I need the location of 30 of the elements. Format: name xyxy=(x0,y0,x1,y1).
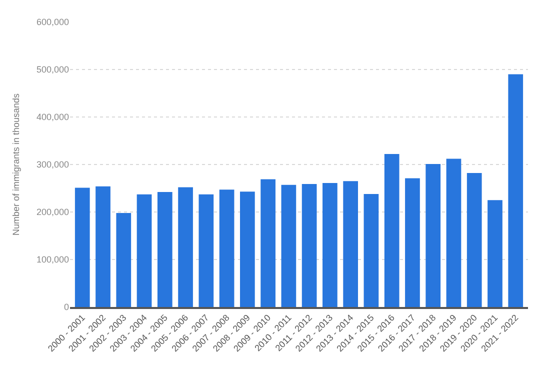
bar xyxy=(74,188,90,307)
bar xyxy=(198,194,214,307)
bar xyxy=(466,173,482,307)
bar xyxy=(302,184,317,307)
y-axis-title: Number of immigrants in thousands xyxy=(10,92,21,236)
y-tick-label: 400,000 xyxy=(36,112,69,122)
y-tick-label: 500,000 xyxy=(36,64,69,75)
bar xyxy=(240,192,255,307)
bar xyxy=(178,187,193,307)
bar xyxy=(219,190,234,307)
bar xyxy=(136,194,152,307)
bar xyxy=(384,154,400,307)
bar xyxy=(96,186,110,307)
bar xyxy=(116,212,132,307)
y-tick-label: 600,000 xyxy=(36,17,69,28)
y-tick-label: 100,000 xyxy=(36,254,69,265)
bar xyxy=(157,192,172,307)
bar xyxy=(322,183,338,307)
bar xyxy=(281,184,296,307)
y-tick-label: 0 xyxy=(64,302,69,312)
bar xyxy=(364,194,379,307)
y-tick-label: 200,000 xyxy=(36,207,69,218)
bar xyxy=(426,164,441,307)
bar xyxy=(343,181,358,307)
bar xyxy=(446,158,462,307)
bar xyxy=(488,200,502,307)
bar xyxy=(508,74,524,307)
bar xyxy=(405,178,420,307)
bar xyxy=(260,179,276,307)
y-tick-label: 300,000 xyxy=(36,160,69,170)
